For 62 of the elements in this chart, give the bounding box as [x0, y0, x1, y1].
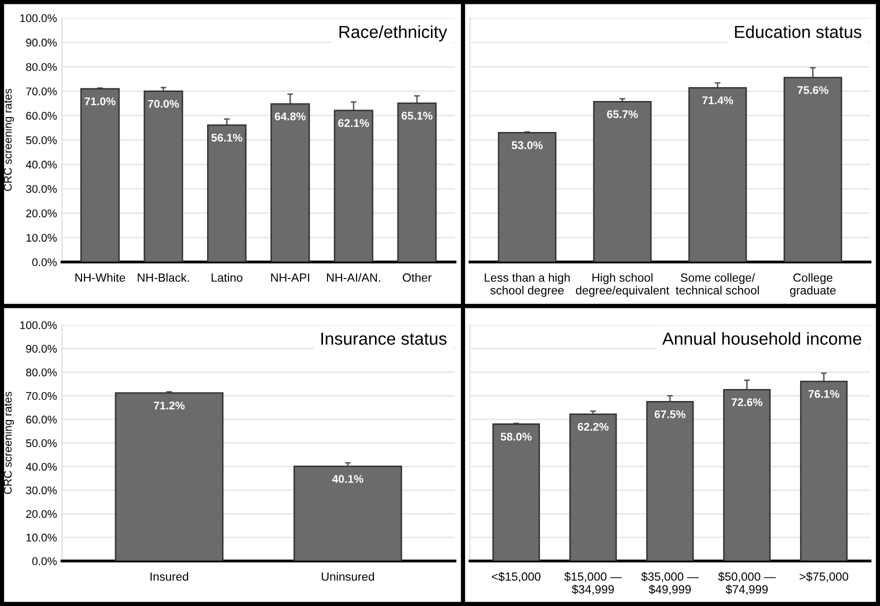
- y-tick-label: 70.0%: [26, 392, 57, 400]
- x-tick-label: Insured: [150, 572, 188, 581]
- data-label: 40.1%: [332, 474, 364, 483]
- y-tick-label: 80.0%: [26, 63, 57, 71]
- x-tick-label: Uninsured: [322, 572, 374, 581]
- y-tick-label: 0.0%: [32, 258, 57, 266]
- x-tick-label: $15,000 — $34,999: [564, 572, 622, 595]
- y-tick-label: 20.0%: [26, 209, 57, 218]
- data-label: 67.5%: [654, 410, 686, 418]
- data-label: 64.8%: [274, 112, 306, 120]
- y-tick-label: 80.0%: [26, 368, 57, 376]
- chart-title: Race/ethnicity: [340, 25, 448, 42]
- x-tick-label: <$15,000: [492, 572, 540, 582]
- y-tick-label: 40.0%: [26, 462, 57, 471]
- data-label: 53.0%: [512, 141, 543, 150]
- y-tick-label: 60.0%: [26, 112, 57, 120]
- x-tick-label: Latino: [212, 273, 242, 282]
- y-tick-label: 20.0%: [26, 510, 57, 518]
- x-tick-label: Less than a high school degree: [484, 273, 570, 297]
- y-tick-label: 30.0%: [26, 486, 57, 494]
- y-tick-label: 70.0%: [26, 87, 57, 96]
- y-tick-label: 30.0%: [26, 185, 57, 193]
- y-tick-label: 60.0%: [26, 416, 57, 424]
- data-label: 76.1%: [808, 390, 840, 398]
- y-tick-label: 50.0%: [26, 439, 57, 448]
- data-label: 56.1%: [211, 134, 242, 142]
- data-label: 62.2%: [578, 422, 609, 431]
- y-tick-label: 0.0%: [32, 557, 57, 566]
- y-tick-label: 40.0%: [26, 160, 57, 169]
- x-tick-label: Some college/ technical school: [676, 273, 759, 294]
- x-tick-label: $50,000 — $74,999: [718, 572, 776, 595]
- x-tick-label: Other: [402, 273, 432, 282]
- data-label: 65.7%: [607, 110, 638, 118]
- x-tick-label: $35,000 — $49,999: [641, 572, 699, 595]
- y-tick-label: 50.0%: [26, 136, 57, 144]
- x-tick-label: NH-Black.: [138, 273, 189, 282]
- data-label: 65.1%: [402, 112, 432, 120]
- x-tick-label: NH-White: [75, 273, 126, 282]
- data-label: 71.2%: [154, 402, 185, 410]
- y-axis-title: CRC screening rates: [4, 392, 14, 494]
- data-label: 71.4%: [702, 96, 734, 104]
- x-tick-label: NH-AI/AN.: [327, 273, 380, 282]
- y-tick-label: 90.0%: [26, 344, 57, 353]
- data-label: 71.0%: [84, 97, 116, 106]
- y-tick-label: 10.0%: [26, 234, 57, 242]
- chart-title: Insurance status: [321, 332, 447, 345]
- data-label: 58.0%: [500, 432, 532, 441]
- x-tick-label: NH-API: [271, 274, 310, 282]
- data-label: 70.0%: [148, 100, 179, 108]
- x-tick-label: >$75,000: [800, 572, 848, 582]
- chart-title: Education status: [735, 25, 862, 38]
- data-label: 72.6%: [732, 398, 762, 406]
- y-tick-label: 100.0%: [20, 14, 57, 22]
- y-tick-label: 90.0%: [26, 38, 57, 47]
- chart-title: Annual household income: [662, 332, 862, 345]
- x-tick-label: College graduate: [790, 273, 836, 297]
- data-label: 62.1%: [338, 119, 370, 127]
- x-tick-label: High school degree/equivalent: [576, 273, 670, 297]
- data-label: 75.6%: [798, 86, 828, 94]
- y-tick-label: 10.0%: [26, 534, 57, 542]
- y-axis-title: CRC screening rates: [4, 88, 14, 191]
- y-tick-label: 100.0%: [20, 321, 57, 330]
